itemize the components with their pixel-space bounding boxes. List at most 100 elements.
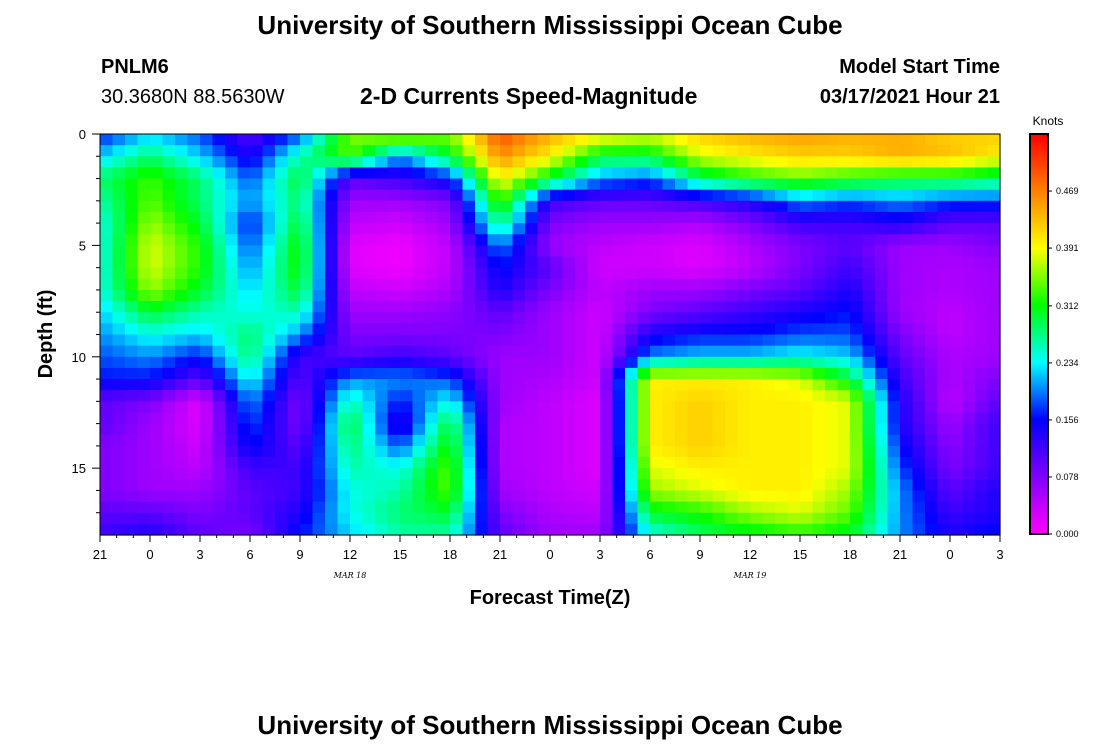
heatmap-cell [312, 457, 326, 469]
heatmap-cell [150, 245, 164, 258]
heatmap-cell [825, 468, 839, 480]
heatmap-cell [687, 134, 701, 146]
heatmap-cell [662, 178, 676, 191]
heatmap-cell [387, 523, 401, 536]
heatmap-cell [800, 211, 814, 224]
heatmap-cell [825, 390, 839, 402]
heatmap-cell [575, 445, 589, 458]
heatmap-cell [450, 367, 464, 380]
heatmap-cell [825, 256, 839, 269]
heatmap-cell [500, 323, 514, 336]
heatmap-cell [987, 289, 1001, 302]
heatmap-cell [437, 134, 451, 146]
heatmap-cell [425, 334, 439, 347]
heatmap-cell [725, 323, 739, 336]
heatmap-cell [500, 200, 514, 213]
heatmap-cell [175, 356, 189, 369]
heatmap-cell [850, 501, 864, 514]
heatmap-cell [387, 379, 401, 391]
heatmap-cell [887, 468, 901, 480]
heatmap-cell [412, 134, 426, 146]
heatmap-cell [550, 379, 564, 391]
heatmap-cell [737, 468, 751, 480]
heatmap-cell [325, 423, 339, 436]
heatmap-cell [575, 178, 589, 191]
heatmap-cell [187, 356, 201, 369]
heatmap-cell [850, 390, 864, 402]
heatmap-cell [825, 200, 839, 213]
heatmap-cell [250, 401, 264, 414]
heatmap-cell [875, 278, 889, 291]
heatmap-cell [737, 134, 751, 146]
heatmap-cell [212, 278, 226, 291]
heatmap-cell [562, 468, 576, 480]
heatmap-cell [562, 501, 576, 514]
heatmap-cell [387, 490, 401, 503]
heatmap-cell [900, 256, 914, 269]
heatmap-cell [512, 390, 526, 402]
heatmap-cell [562, 367, 576, 380]
heatmap-cell [175, 457, 189, 469]
heatmap-cell [275, 323, 289, 336]
heatmap-cell [837, 301, 851, 313]
heatmap-cell [862, 167, 876, 180]
heatmap-cell [925, 312, 939, 324]
heatmap-cell [975, 423, 989, 436]
heatmap-cell [525, 323, 539, 336]
x-tick-label: 0 [946, 547, 953, 562]
heatmap-cell [975, 457, 989, 469]
heatmap-cell [462, 312, 476, 324]
heatmap-cell [200, 468, 214, 480]
heatmap-cell [475, 523, 489, 536]
heatmap-cell [275, 512, 289, 525]
heatmap-cell [437, 189, 451, 202]
heatmap-cell [500, 367, 514, 380]
heatmap-cell [900, 223, 914, 235]
heatmap-cell [412, 445, 426, 458]
heatmap-cell [275, 278, 289, 291]
y-tick-label: 0 [79, 127, 86, 142]
heatmap-cell [850, 479, 864, 492]
heatmap-cell [437, 345, 451, 358]
heatmap-cell [487, 278, 501, 291]
heatmap-cell [575, 134, 589, 146]
heatmap-cell [775, 278, 789, 291]
heatmap-cell [112, 278, 126, 291]
heatmap-cell [125, 234, 139, 246]
heatmap-cell [525, 134, 539, 146]
heatmap-cell [387, 334, 401, 347]
heatmap-cell [712, 278, 726, 291]
heatmap-cell [662, 434, 676, 447]
heatmap-cell [425, 156, 439, 169]
heatmap-cell [100, 156, 114, 169]
heatmap-cell [125, 345, 139, 358]
heatmap-cell [537, 490, 551, 503]
heatmap-cell [437, 334, 451, 347]
heatmap-cell [775, 390, 789, 402]
heatmap-cell [737, 479, 751, 492]
heatmap-cell [362, 457, 376, 469]
heatmap-cell [975, 156, 989, 169]
heatmap-cell [662, 167, 676, 180]
heatmap-cell [962, 211, 976, 224]
heatmap-cell [575, 167, 589, 180]
heatmap-cell [725, 278, 739, 291]
heatmap-cell [350, 145, 364, 157]
heatmap-cell [225, 345, 239, 358]
heatmap-cell [662, 345, 676, 358]
heatmap-cell [912, 267, 926, 280]
heatmap-cell [750, 468, 764, 480]
heatmap-cell [962, 234, 976, 246]
heatmap-cell [300, 312, 314, 324]
heatmap-cell [875, 145, 889, 157]
heatmap-cell [137, 267, 151, 280]
heatmap-cell [150, 445, 164, 458]
heatmap-cell [625, 401, 639, 414]
heatmap-cell [325, 256, 339, 269]
heatmap-cell [587, 145, 601, 157]
heatmap-cell [825, 312, 839, 324]
heatmap-cell [525, 200, 539, 213]
heatmap-cell [250, 301, 264, 313]
heatmap-cell [475, 178, 489, 191]
heatmap-cell [450, 323, 464, 336]
